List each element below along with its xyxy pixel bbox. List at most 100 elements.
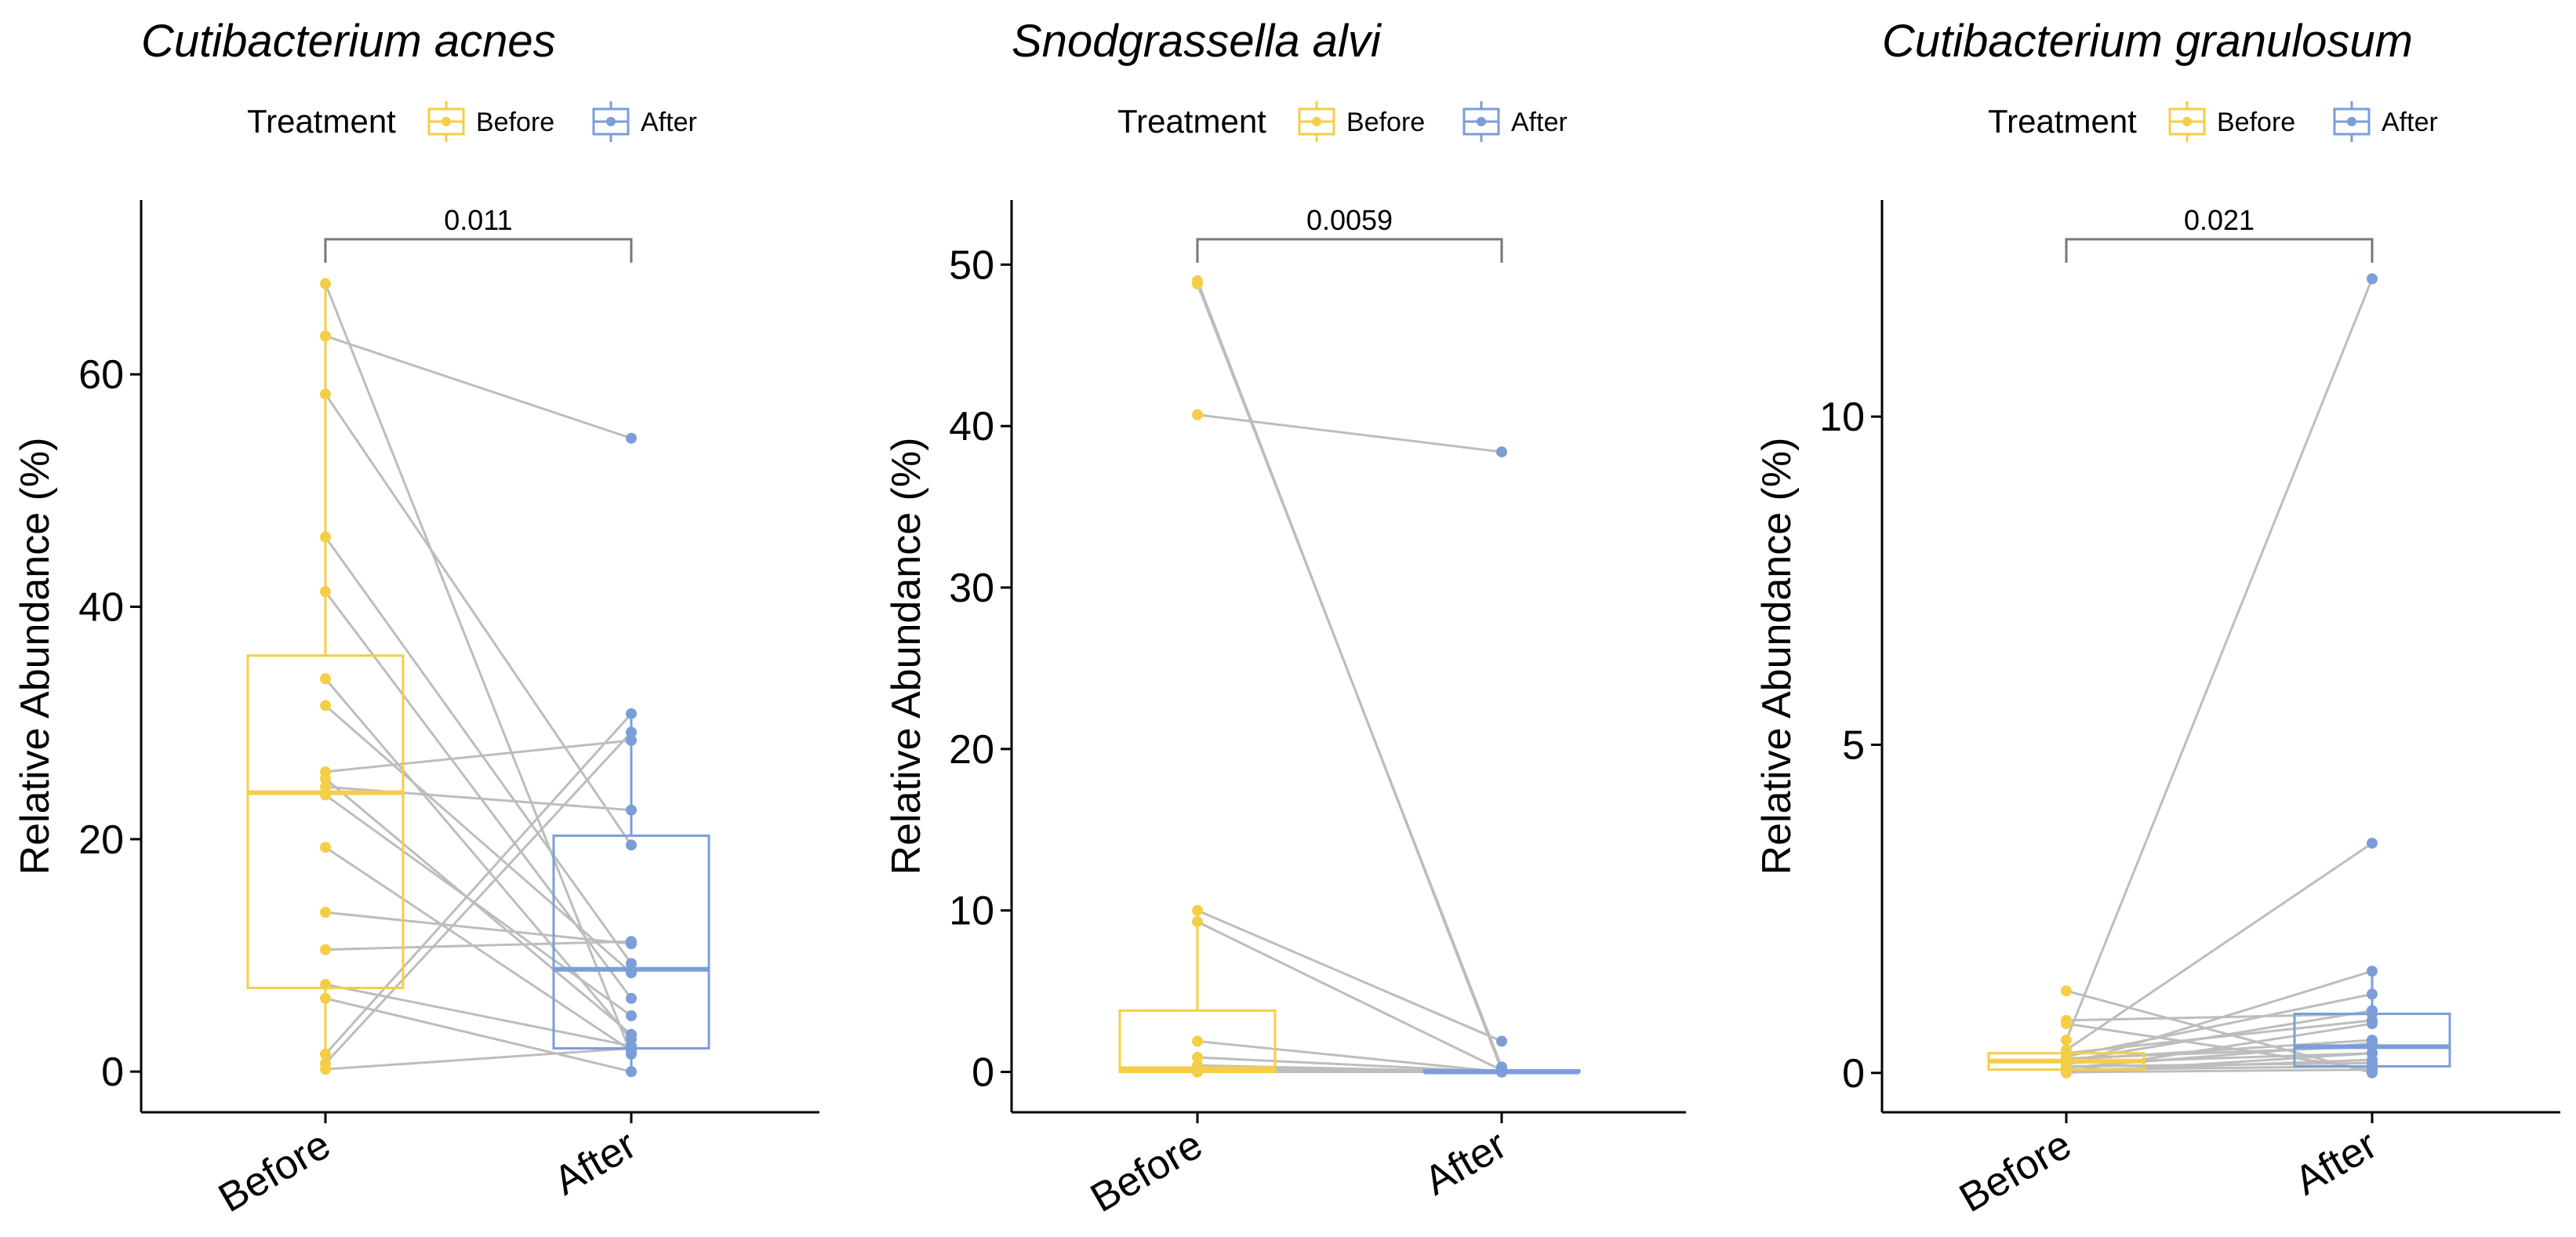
data-point-before bbox=[320, 944, 331, 955]
data-point-before bbox=[2061, 1018, 2072, 1030]
data-point-before bbox=[320, 388, 331, 400]
data-point-before bbox=[320, 700, 331, 711]
data-point-before bbox=[320, 673, 331, 685]
data-point-after bbox=[1496, 1035, 1507, 1047]
significance-bracket bbox=[1196, 238, 1503, 263]
data-point-after bbox=[626, 708, 637, 719]
data-point-after bbox=[626, 839, 637, 851]
data-point-after bbox=[1496, 1066, 1507, 1078]
p-value-label: 0.0059 bbox=[1306, 204, 1393, 236]
legend-key-point bbox=[2182, 117, 2192, 126]
pair-line bbox=[2066, 1068, 2373, 1074]
data-point-before bbox=[320, 1064, 331, 1075]
pair-line bbox=[1197, 909, 1502, 1042]
y-tick-label: 0 bbox=[101, 1050, 124, 1095]
panel-title: Snodgrassella alvi bbox=[1012, 16, 1382, 67]
legend-label-after: After bbox=[1511, 107, 1568, 137]
data-point-after bbox=[626, 1028, 637, 1040]
data-point-before bbox=[320, 586, 331, 598]
pair-line bbox=[324, 536, 633, 965]
data-point-after bbox=[626, 936, 637, 948]
data-point-after bbox=[626, 1042, 637, 1054]
data-point-before bbox=[320, 278, 331, 289]
data-point-before bbox=[1192, 1035, 1203, 1047]
data-point-before bbox=[1192, 409, 1203, 420]
y-axis-label: Relative Abundance (%) bbox=[884, 438, 929, 875]
data-point-before bbox=[320, 531, 331, 543]
y-tick-label: 0 bbox=[1842, 1051, 1865, 1097]
data-point-before bbox=[320, 1048, 331, 1060]
data-point-before bbox=[1192, 278, 1203, 290]
y-tick-label: 20 bbox=[78, 817, 124, 863]
y-tick-label: 10 bbox=[1819, 395, 1865, 440]
legend-label-before: Before bbox=[476, 107, 554, 137]
pair-line bbox=[324, 678, 633, 1040]
data-point-before bbox=[320, 842, 331, 853]
pair-line bbox=[325, 940, 632, 951]
y-axis-label: Relative Abundance (%) bbox=[13, 438, 58, 875]
legend-key-after bbox=[592, 101, 630, 142]
y-tick-label: 10 bbox=[949, 889, 994, 934]
legend: Treatment Before After bbox=[1988, 101, 2438, 142]
pair-line bbox=[325, 794, 632, 1017]
data-point-before bbox=[2061, 985, 2072, 997]
data-point-after bbox=[1496, 446, 1507, 458]
legend-key-after bbox=[2333, 101, 2371, 142]
panel-2: Snodgrassella alvi Treatment Before After 0 1… bbox=[884, 16, 1686, 1221]
data-point-after bbox=[2367, 1018, 2378, 1030]
pair-line bbox=[2066, 992, 2373, 1058]
data-point-after bbox=[626, 1010, 637, 1022]
data-point-after bbox=[2367, 1064, 2378, 1075]
data-point-before bbox=[320, 781, 331, 793]
pair-line bbox=[324, 283, 633, 1055]
data-point-before bbox=[320, 907, 331, 919]
pair-line bbox=[1197, 413, 1502, 453]
pair-line bbox=[2066, 1022, 2373, 1073]
pair-line bbox=[325, 983, 632, 1048]
pair-line bbox=[1196, 283, 1503, 1068]
pair-line bbox=[324, 393, 633, 846]
pair-line bbox=[325, 846, 632, 1052]
p-value-label: 0.021 bbox=[2184, 204, 2254, 236]
legend-label-before: Before bbox=[1346, 107, 1425, 137]
data-point-before bbox=[1192, 1052, 1203, 1064]
pair-line bbox=[1197, 1039, 1502, 1074]
x-tick-label: After bbox=[2287, 1122, 2385, 1204]
x-tick-label: Before bbox=[1952, 1122, 2079, 1221]
y-tick-label: 5 bbox=[1842, 722, 1865, 768]
data-point-after bbox=[2367, 837, 2378, 849]
pair-line bbox=[325, 1047, 632, 1071]
data-point-after bbox=[626, 958, 637, 970]
significance-bracket bbox=[2065, 238, 2374, 263]
data-point-before bbox=[1192, 904, 1203, 916]
y-axis-label: Relative Abundance (%) bbox=[1754, 438, 1800, 875]
legend-key-point bbox=[606, 117, 616, 126]
data-point-after bbox=[626, 432, 637, 444]
data-point-before bbox=[320, 330, 331, 342]
data-point-before bbox=[1192, 1066, 1203, 1078]
data-point-after bbox=[626, 992, 637, 1004]
pair-line bbox=[325, 911, 632, 945]
pair-line bbox=[325, 704, 632, 974]
panel-3: Cutibacterium granulosum Treatment Before A… bbox=[1754, 16, 2560, 1221]
panel-1: Cutibacterium acnes Treatment Before After 0… bbox=[13, 16, 819, 1221]
pair-line bbox=[1197, 920, 1502, 1071]
pair-line bbox=[324, 591, 633, 999]
panel-title: Cutibacterium acnes bbox=[141, 16, 556, 67]
y-tick-label: 50 bbox=[949, 242, 994, 288]
legend: Treatment Before After bbox=[247, 101, 697, 142]
pair-line bbox=[324, 712, 633, 1055]
legend-key-point bbox=[1477, 117, 1486, 126]
data-point-before bbox=[320, 979, 331, 991]
legend-title: Treatment bbox=[1117, 103, 1266, 140]
data-point-before bbox=[320, 789, 331, 801]
y-tick-label: 60 bbox=[78, 352, 124, 398]
data-point-after bbox=[626, 1066, 637, 1078]
legend: Treatment Before After bbox=[1117, 101, 1568, 142]
x-tick-label: Before bbox=[211, 1122, 338, 1221]
legend-label-after: After bbox=[641, 107, 697, 137]
pair-line bbox=[2066, 989, 2373, 1075]
legend-title: Treatment bbox=[1988, 103, 2137, 140]
legend-key-before bbox=[427, 101, 465, 142]
data-point-after bbox=[626, 734, 637, 746]
